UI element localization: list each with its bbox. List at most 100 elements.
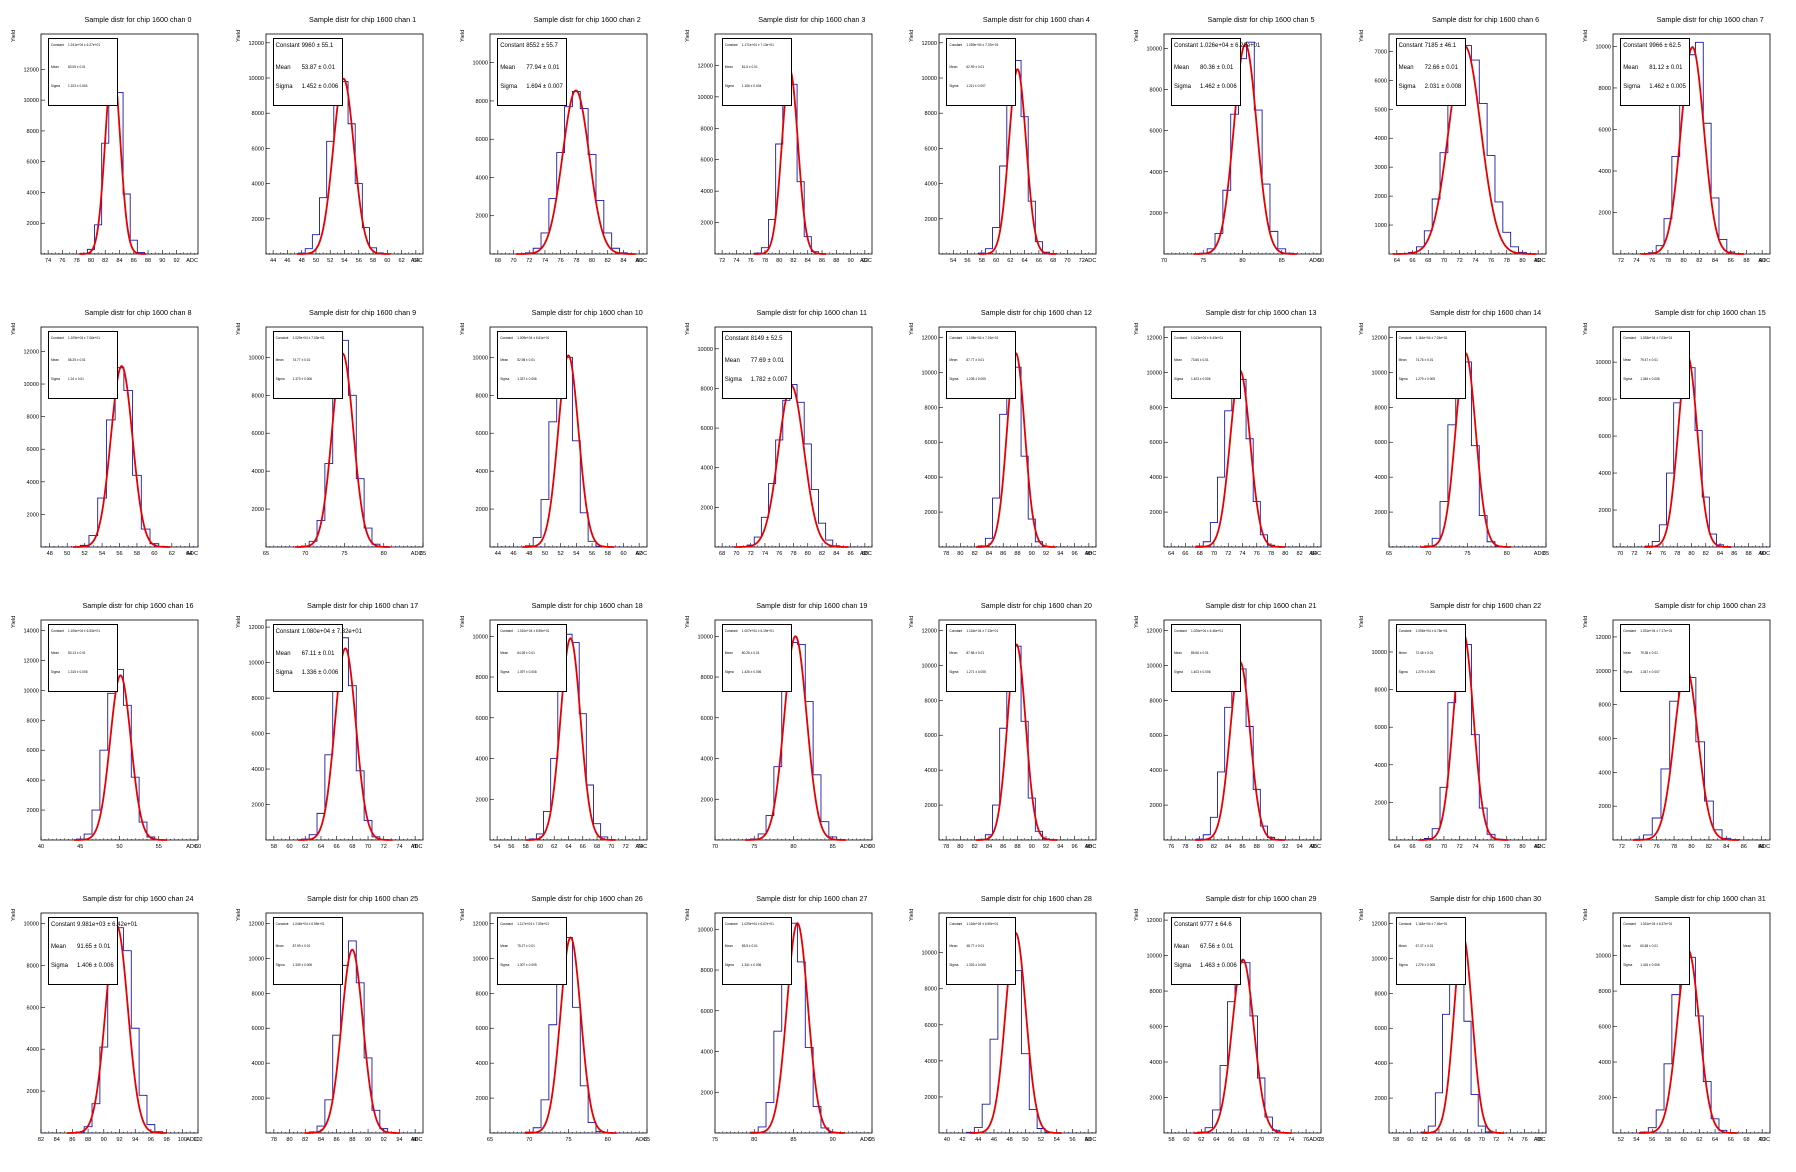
chart-title: Sample distr for chip 1600 chan 1 <box>309 15 417 24</box>
y-tick-label: 6000 <box>700 716 712 722</box>
y-tick-label: 12000 <box>23 67 39 73</box>
histogram-bars <box>746 384 841 547</box>
y-axis-label: Yield <box>1358 29 1365 42</box>
y-tick-label: 10000 <box>248 661 264 667</box>
gaussian-fit-curve <box>733 384 849 548</box>
stats-key: Sigma <box>500 670 510 674</box>
y-tick-label: 10000 <box>1146 663 1162 669</box>
x-tick-label: 78 <box>1268 551 1274 557</box>
fit-stats-box: Constant 1.106e+04 ± 6.53e+01 Mean 50.13 ± … <box>48 624 118 692</box>
x-tick-label: 90 <box>847 258 853 264</box>
y-tick-label: 6000 <box>1150 129 1162 135</box>
y-tick-label: 8000 <box>1599 86 1611 92</box>
stats-value: 1.010e+04 ± 6.59e+01 <box>517 629 550 633</box>
histogram-panel: 65 70 75 80 85 2000 4000 6000 8000 10000 Sample di… <box>231 293 455 583</box>
histogram-plot: 78 80 82 84 86 88 90 92 94 96 98 2000 4000 6000 8000 10… <box>922 619 1097 850</box>
histogram-panel: 64 66 68 70 72 74 76 78 80 82 84 2000 4000 6000 8000 10… <box>1129 293 1353 583</box>
stats-key: Mean <box>500 65 516 71</box>
y-tick-label: 8000 <box>1150 698 1162 704</box>
stats-value: 1.782 ± 0.007 <box>750 377 788 383</box>
x-tick-label: 72 <box>1619 844 1625 850</box>
y-tick-label: 12000 <box>922 628 938 634</box>
y-tick-label: 4000 <box>251 767 263 773</box>
x-tick-label: 78 <box>1182 844 1188 850</box>
chart-title: Sample distr for chip 1600 chan 6 <box>1432 15 1540 24</box>
stats-key: Mean <box>949 65 958 69</box>
x-tick-label: 64 <box>412 258 418 264</box>
histogram-bar <box>1696 1016 1704 1133</box>
y-tick-label: 6000 <box>1374 725 1386 731</box>
histogram-panel: 78 80 82 84 86 88 90 92 94 96 98 2000 4000 6000 8000 10… <box>904 586 1128 876</box>
x-tick-label: 102 <box>193 1137 202 1143</box>
y-axis-label: Yield <box>909 29 916 42</box>
x-tick-label: 66 <box>1228 1137 1234 1143</box>
y-tick-label: 8000 <box>700 386 712 392</box>
x-axis-label: ADC <box>1084 258 1097 264</box>
stats-key: Sigma <box>1174 670 1184 674</box>
x-tick-label: 68 <box>594 844 600 850</box>
y-tick-label: 4000 <box>700 1050 712 1056</box>
x-tick-label: 84 <box>1225 844 1231 850</box>
stats-key: Sigma <box>275 670 293 676</box>
y-tick-label: 12000 <box>1371 335 1387 341</box>
gaussian-fit-curve <box>516 89 636 255</box>
x-tick-label: 92 <box>116 1137 122 1143</box>
x-tick-label: 82 <box>1696 258 1702 264</box>
histogram-plot: 58 60 62 64 66 68 70 72 74 76 2000 4000 6000 8000 1000… <box>248 619 423 850</box>
y-axis-label: Yield <box>909 615 916 628</box>
stats-value: 1.211 ± 0.007 <box>966 84 986 88</box>
histogram-bar <box>1246 727 1253 840</box>
x-tick-label: 98 <box>163 1137 169 1143</box>
stats-value: 9966 ± 62.5 <box>1649 43 1681 49</box>
y-axis-label: Yield <box>1583 322 1590 335</box>
x-tick-label: 72 <box>1079 258 1085 264</box>
fit-stats-box: Constant 1.031e+04 ± 6.37e+01 Mean 60.58 ± … <box>1620 917 1691 985</box>
chart-title: Sample distr for chip 1600 chan 29 <box>1205 894 1317 903</box>
x-tick-label: 86 <box>1001 844 1007 850</box>
histogram-bar <box>98 498 107 547</box>
x-tick-label: 54 <box>494 844 500 850</box>
histogram-plot: 70 75 80 85 90 2000 4000 6000 8000 10000 <box>1146 33 1324 264</box>
histogram-bar <box>341 82 348 254</box>
y-tick-label: 10000 <box>248 355 264 361</box>
x-tick-label: 88 <box>349 1137 355 1143</box>
x-axis-label: ADC <box>1758 258 1771 264</box>
x-tick-label: 62 <box>636 551 642 557</box>
gaussian-fit-curve <box>1640 46 1745 255</box>
x-tick-label: 60 <box>1407 1137 1413 1143</box>
x-tick-label: 78 <box>762 258 768 264</box>
x-tick-label: 72 <box>1273 1137 1279 1143</box>
x-axis-label: ADC <box>1758 551 1771 557</box>
y-tick-label: 4000 <box>476 757 488 763</box>
stats-value: 1.349 ± 0.006 <box>292 963 313 967</box>
histogram-bars <box>749 641 845 840</box>
gaussian-fit-curve <box>1193 958 1293 1134</box>
stats-value: 85.5 ± 0.01 <box>741 944 758 948</box>
x-tick-label: 60 <box>195 844 201 850</box>
x-tick-label: 46 <box>511 551 517 557</box>
chart-title: Sample distr for chip 1600 chan 16 <box>82 601 194 610</box>
histogram-plot: 82 84 86 88 90 92 94 96 98 100 102 2000 4000 6000 8000… <box>23 912 203 1143</box>
x-tick-label: 84 <box>116 258 122 264</box>
histogram-bar <box>983 1104 991 1133</box>
y-axis-label: Yield <box>460 908 467 921</box>
chart-title: Sample distr for chip 1600 chan 24 <box>82 894 194 903</box>
x-tick-label: 76 <box>1654 844 1660 850</box>
stats-key: Mean <box>500 358 509 362</box>
stats-value: 56.25 ± 0.01 <box>68 358 86 362</box>
stats-key: Sigma <box>1623 963 1633 967</box>
stats-value: 8552 ± 55.7 <box>526 43 558 49</box>
chart-title: Sample distr for chip 1600 chan 14 <box>1430 308 1542 317</box>
x-tick-label: 54 <box>1634 1137 1640 1143</box>
y-tick-label: 10000 <box>473 956 489 962</box>
x-tick-label: 100 <box>178 1137 187 1143</box>
x-tick-label: 84 <box>986 551 992 557</box>
x-tick-label: 45 <box>77 844 83 850</box>
x-tick-label: 66 <box>1450 1137 1456 1143</box>
x-tick-label: 70 <box>526 1137 532 1143</box>
x-tick-label: 48 <box>526 551 532 557</box>
fit-stats-box: Constant 1.013e+04 ± 6.43e+01 Mean 73.66 ± … <box>1171 331 1241 399</box>
stats-value: 1.235 ± 0.005 <box>966 377 986 381</box>
chart-title: Sample distr for chip 1600 chan 20 <box>980 601 1092 610</box>
x-tick-label: 62 <box>169 551 175 557</box>
